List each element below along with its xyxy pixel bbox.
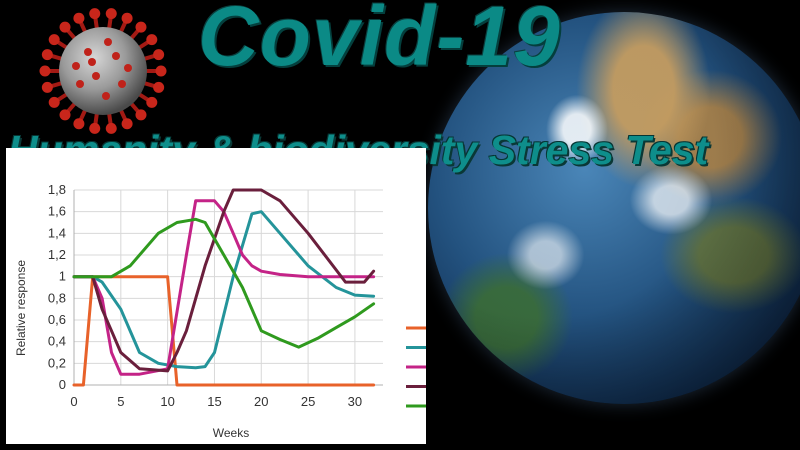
x-tick-label: 0 xyxy=(70,394,77,409)
y-tick-label: 1,8 xyxy=(48,182,66,197)
y-tick-label: 0,8 xyxy=(48,290,66,305)
virus-spike-tip xyxy=(48,96,60,108)
virus-spike-tip xyxy=(73,12,85,24)
virus-surface-spot xyxy=(118,80,126,88)
y-tick-label: 1,6 xyxy=(48,204,66,219)
virus-surface-spot xyxy=(92,72,100,80)
virus-spike-tip xyxy=(121,12,133,24)
virus-spike-tip xyxy=(135,21,147,33)
virus-spike-tip xyxy=(48,34,60,46)
series-line xyxy=(72,199,376,376)
x-tick-label: 15 xyxy=(207,394,221,409)
series-line xyxy=(72,217,376,349)
virus-surface-spot xyxy=(104,38,112,46)
chart-series xyxy=(72,188,376,387)
virus-spike-tip xyxy=(105,8,117,20)
x-tick-label: 30 xyxy=(348,394,362,409)
y-axis-title: Relative response xyxy=(14,260,28,356)
virus-spike-tip xyxy=(59,21,71,33)
y-tick-label: 0,4 xyxy=(48,334,66,349)
virus-surface-spot xyxy=(102,92,110,100)
y-tick-label: 1,2 xyxy=(48,247,66,262)
chart-axes: 0 0,2 0,4 0,6 0,8 1 1,2 1,4 1,6 1,8 0 5 10 15 20 25 30 xyxy=(48,182,383,409)
chart-legend: Covid-19 containmenteconomypopulation mo… xyxy=(398,314,426,424)
page-title: Covid-19 xyxy=(198,0,561,83)
line-chart: 0 0,2 0,4 0,6 0,8 1 1,2 1,4 1,6 1,8 0 5 10 15 20 25 30 R… xyxy=(14,182,426,440)
virus-spike-tip xyxy=(39,65,51,77)
virus-spike-tip xyxy=(146,96,158,108)
earth-shadow xyxy=(428,12,800,404)
x-tick-label: 10 xyxy=(160,394,174,409)
virus-spikes xyxy=(39,8,167,134)
y-tick-label: 1,4 xyxy=(48,225,66,240)
coronavirus-image xyxy=(39,8,167,134)
virus-spike-tip xyxy=(105,122,117,134)
virus-surface-spots xyxy=(72,38,132,100)
y-tick-label: 0 xyxy=(59,377,66,392)
virus-surface-spot xyxy=(72,62,80,70)
virus-spike-tip xyxy=(153,81,165,93)
virus-spike-tip xyxy=(41,49,53,61)
virus-spike-tip xyxy=(121,118,133,130)
virus-surface-spot xyxy=(112,52,120,60)
virus-surface-spot xyxy=(88,58,96,66)
virus-spike-tip xyxy=(41,81,53,93)
virus-spike-tip xyxy=(146,34,158,46)
virus-spike-tip xyxy=(59,109,71,121)
x-axis-title: Weeks xyxy=(213,426,249,440)
virus-spike-tip xyxy=(73,118,85,130)
x-tick-label: 5 xyxy=(117,394,124,409)
y-tick-label: 0,2 xyxy=(48,355,66,370)
virus-spike-tip xyxy=(155,65,167,77)
virus-surface-spot xyxy=(84,48,92,56)
virus-surface-spot xyxy=(124,64,132,72)
virus-spike-tip xyxy=(135,109,147,121)
y-tick-label: 1 xyxy=(59,269,66,284)
virus-spike-tip xyxy=(153,49,165,61)
y-tick-label: 0,6 xyxy=(48,312,66,327)
x-tick-label: 25 xyxy=(301,394,315,409)
virus-spike-tip xyxy=(89,8,101,20)
line-chart-panel: 0 0,2 0,4 0,6 0,8 1 1,2 1,4 1,6 1,8 0 5 10 15 20 25 30 R… xyxy=(6,148,426,444)
virus-surface-spot xyxy=(76,80,84,88)
virus-spike-tip xyxy=(89,122,101,134)
series-line xyxy=(72,210,376,370)
virus-body xyxy=(59,27,147,115)
x-tick-label: 20 xyxy=(254,394,268,409)
series-line xyxy=(72,188,376,373)
